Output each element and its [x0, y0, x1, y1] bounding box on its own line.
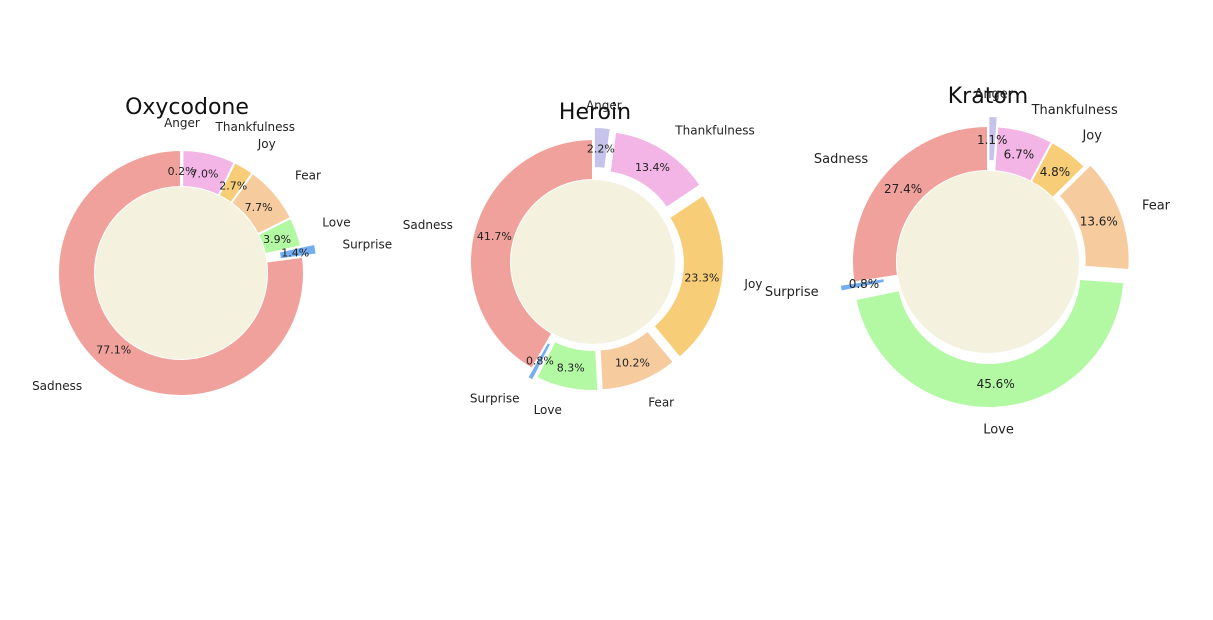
slice-percent-joy: 2.7% [219, 179, 247, 192]
slice-percent-anger: 2.2% [587, 142, 615, 155]
chart-title: Kratom [948, 84, 1028, 109]
donut-center [95, 187, 267, 359]
slice-percent-sadness: 41.7% [477, 230, 512, 243]
slice-percent-anger: 0.2% [168, 165, 196, 178]
slice-percent-love: 8.3% [557, 362, 585, 375]
slice-fear [598, 329, 676, 392]
slice-percent-fear: 7.7% [245, 201, 273, 214]
slice-love [534, 339, 600, 392]
slice-label-anger: Anger [586, 98, 622, 112]
slice-label-love: Love [322, 216, 350, 230]
slice-percent-thankfulness: 13.4% [635, 161, 670, 174]
slice-label-anger: Anger [974, 87, 1013, 102]
slice-label-fear: Fear [1142, 198, 1171, 213]
slice-label-love: Love [534, 403, 562, 417]
slice-label-thankfulness: Thankfulness [215, 120, 296, 134]
slice-anger [592, 126, 612, 170]
slice-label-joy: Joy [257, 137, 276, 151]
slice-label-thankfulness: Thankfulness [674, 124, 755, 138]
slice-label-surprise: Surprise [470, 391, 520, 405]
slice-percent-joy: 4.8% [1040, 165, 1071, 179]
slice-percent-surprise: 0.8% [849, 277, 880, 291]
kratom-donut-chart: Kratom Anger 1.1% Thankfulness 6.7% Joy 4.8% F… [765, 84, 1171, 438]
slice-label-love: Love [983, 423, 1014, 438]
slice-label-joy: Joy [1081, 128, 1102, 143]
slice-label-fear: Fear [648, 396, 674, 410]
slice-joy [652, 193, 725, 360]
slice-label-sadness: Sadness [403, 218, 453, 232]
slice-label-fear: Fear [295, 169, 321, 183]
slice-percent-fear: 10.2% [615, 357, 650, 370]
labels: Anger 1.1% Thankfulness 6.7% Joy 4.8% Fear 13.6… [765, 87, 1171, 438]
slice-percent-joy: 23.3% [684, 272, 719, 285]
wedges [469, 126, 725, 392]
slice-label-thankfulness: Thankfulness [1031, 103, 1118, 118]
slice-label-surprise: Surprise [342, 237, 392, 251]
chart-title: Heroin [559, 100, 631, 125]
slice-percent-fear: 13.6% [1080, 214, 1118, 228]
slice-label-joy: Joy [743, 277, 762, 291]
slice-percent-thankfulness: 6.7% [1004, 147, 1035, 161]
labels: Anger 0.2% Thankfulness 7.0% Joy 2.7% Fear 7.7%… [32, 116, 392, 393]
slice-label-anger: Anger [164, 116, 200, 130]
chart-title: Oxycodone [125, 95, 249, 120]
slice-label-sadness: Sadness [814, 152, 868, 167]
slice-percent-sadness: 77.1% [96, 344, 131, 357]
heroin-donut-chart: Heroin Anger 2.2% Thankfulness 13.4% Joy 23.3… [403, 98, 763, 416]
wedges [838, 115, 1131, 409]
slice-percent-surprise: 0.8% [526, 355, 554, 368]
donut-center [511, 180, 675, 344]
slice-fear [1056, 162, 1131, 272]
slice-label-sadness: Sadness [32, 379, 82, 393]
donut-center [897, 171, 1079, 353]
slice-percent-love: 45.6% [977, 377, 1015, 391]
slice-percent-sadness: 27.4% [884, 182, 922, 196]
slice-percent-surprise: 1.4% [281, 247, 309, 260]
slice-percent-anger: 1.1% [977, 133, 1008, 147]
slice-percent-thankfulness: 7.0% [191, 168, 219, 181]
slice-thankfulness [608, 130, 702, 210]
slice-label-surprise: Surprise [765, 285, 819, 300]
slice-love [854, 277, 1126, 409]
slice-percent-love: 3.9% [263, 233, 291, 246]
oxycodone-donut-chart: Oxycodone Anger 0.2% Thankfulness 7.0% Joy 2.… [32, 95, 392, 397]
labels: Anger 2.2% Thankfulness 13.4% Joy 23.3% Fear 10… [403, 98, 763, 416]
